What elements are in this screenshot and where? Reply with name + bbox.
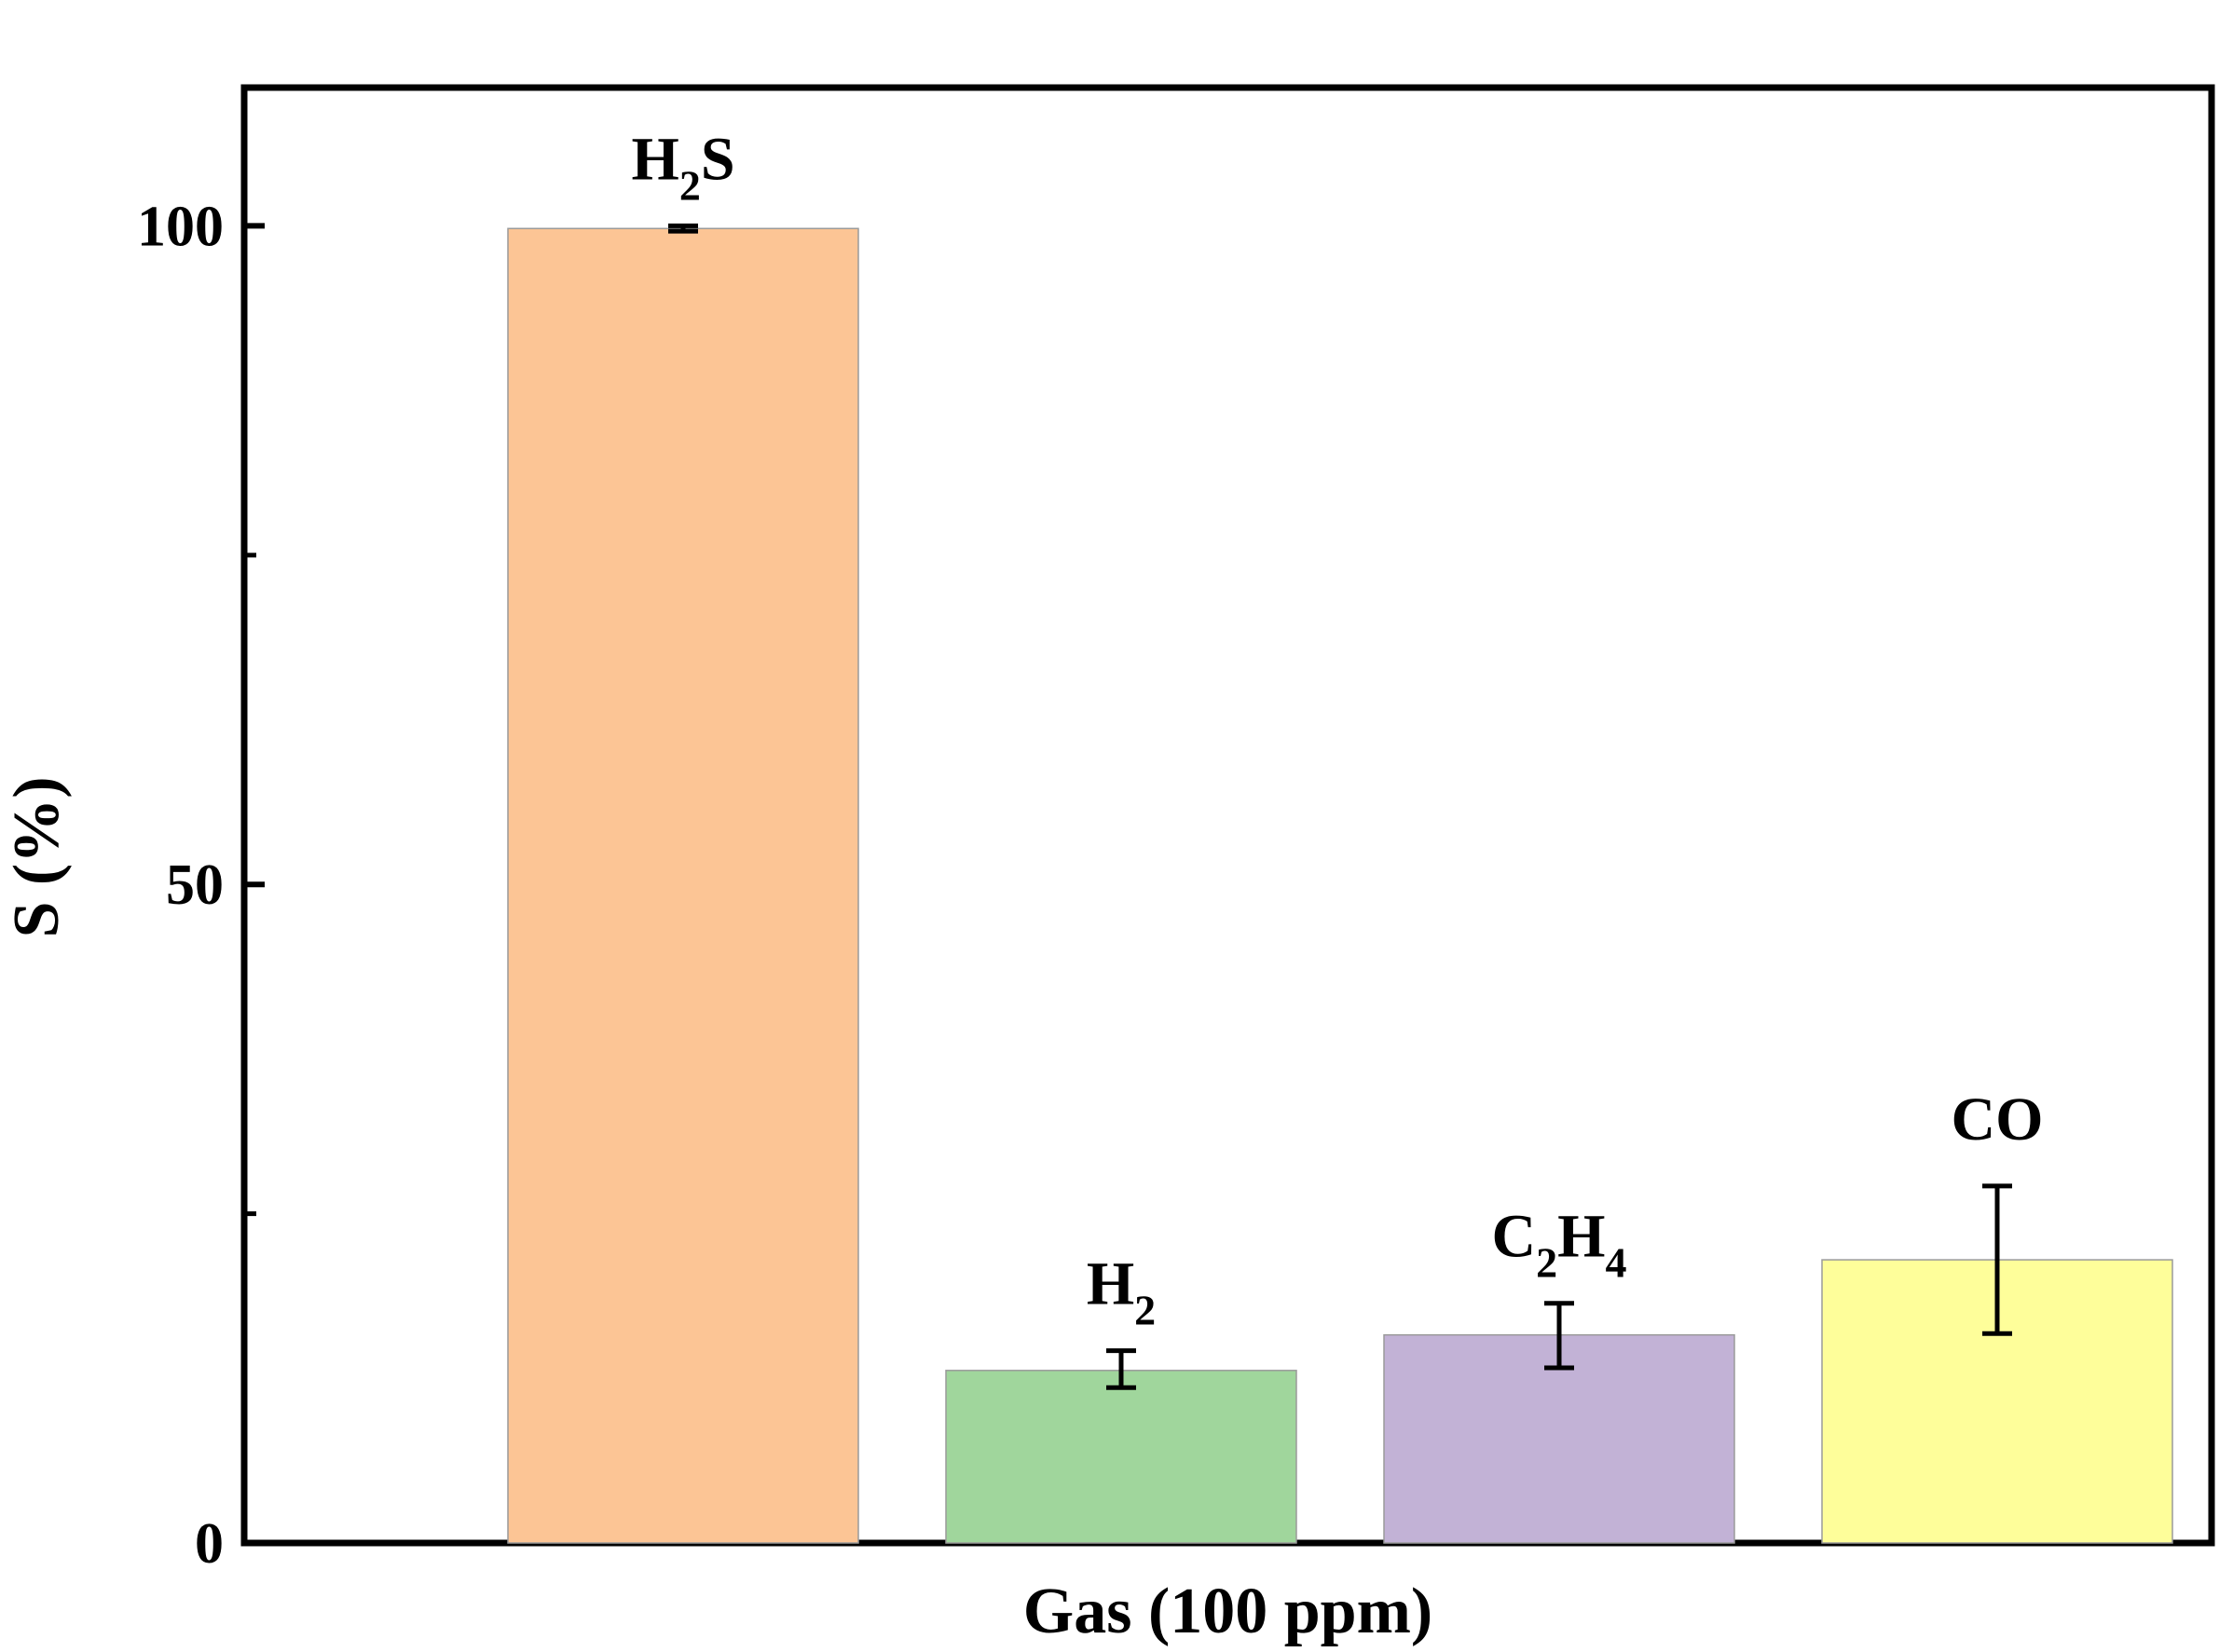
- y-axis-title: S (%): [1, 776, 73, 937]
- x-axis-title: Gas (100 ppm): [1023, 1576, 1432, 1647]
- y-axis: 0 50 100: [137, 195, 265, 1576]
- bar-label-h2: H2: [1087, 1250, 1156, 1334]
- bar-label-c2h4: C2H4: [1491, 1203, 1626, 1287]
- bar-h2s: [507, 227, 859, 1544]
- error-bar-h2s: [668, 223, 698, 234]
- error-bar-c2h4: [1544, 1301, 1574, 1371]
- bar-label-co: CO: [1952, 1085, 2044, 1154]
- error-bars: [668, 223, 2012, 1390]
- y-tick-label-0: 0: [195, 1512, 224, 1576]
- bar-h2: [945, 1370, 1297, 1544]
- bars: [507, 227, 2173, 1544]
- bar-labels: H2S H2 C2H4 CO: [631, 125, 2043, 1333]
- y-tick-label-100: 100: [137, 195, 224, 258]
- error-bar-h2: [1106, 1348, 1136, 1390]
- error-bar-co: [1982, 1183, 2012, 1336]
- bar-label-h2s: H2S: [631, 125, 734, 209]
- y-tick-label-50: 50: [166, 853, 224, 917]
